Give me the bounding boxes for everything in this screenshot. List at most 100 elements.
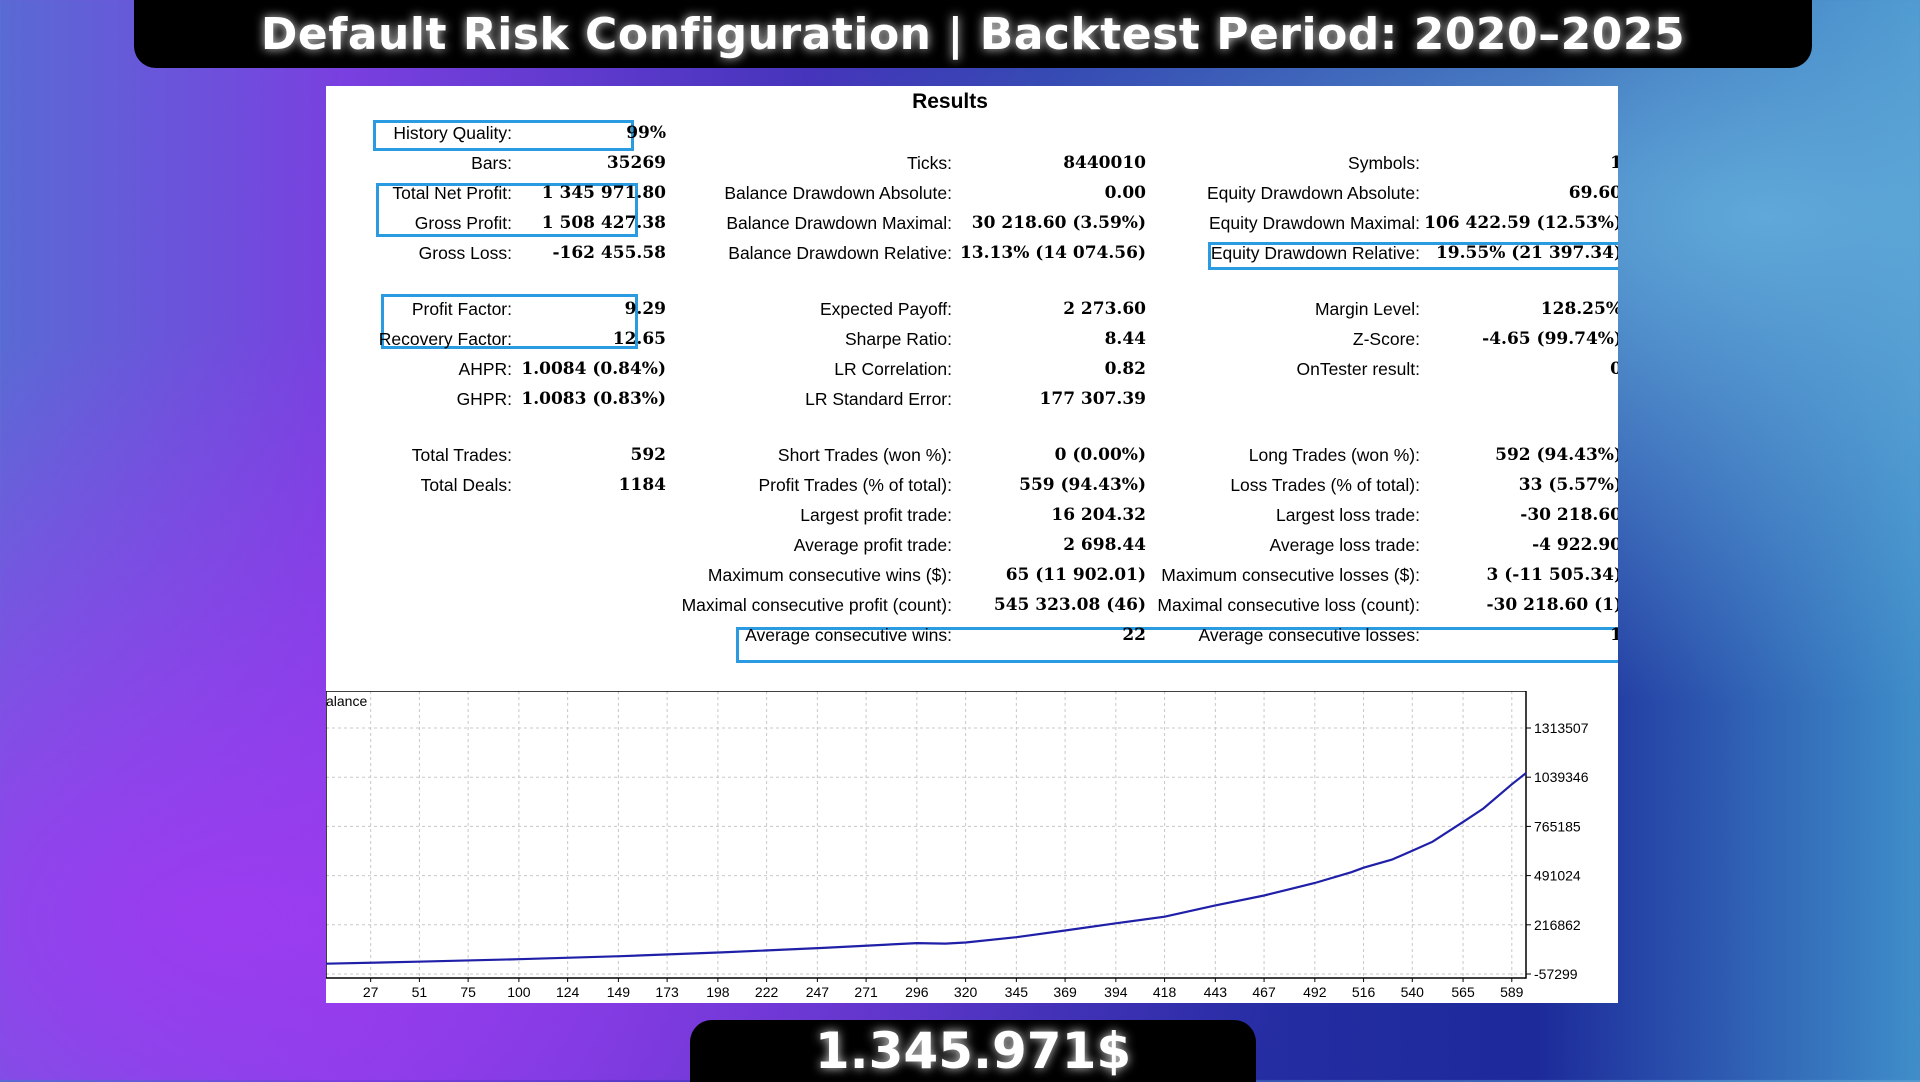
x-tick-label: 247 xyxy=(806,984,830,1000)
col1-label-0: History Quality: xyxy=(393,123,512,143)
col3-value-5: -4.65 (99.74%) xyxy=(1482,329,1618,349)
chart-legend-label: alance xyxy=(326,693,367,709)
x-tick-label: 198 xyxy=(706,984,730,1000)
col2-label-13: Maximal consecutive profit (count): xyxy=(681,595,952,615)
col1-value-4: -162 455.58 xyxy=(552,243,666,263)
col3-value-9: -30 218.60 xyxy=(1520,505,1618,525)
balance-series-line xyxy=(326,772,1527,965)
banner-title: Default Risk Configuration | Backtest Pe… xyxy=(260,8,1686,60)
x-tick-label: 271 xyxy=(854,984,878,1000)
col2-value-7: 177 307.39 xyxy=(1039,389,1146,409)
col2-value-11: 2 698.44 xyxy=(1063,535,1146,555)
x-tick-label: 222 xyxy=(755,984,779,1000)
y-tick-label: -57299 xyxy=(1534,966,1578,982)
col1-value-2: 1 345 971.80 xyxy=(541,183,666,203)
col1-value-1: 35269 xyxy=(606,153,666,173)
x-tick-label: 100 xyxy=(507,984,531,1000)
col1-value-3: 1 508 427.38 xyxy=(541,213,666,233)
col2-label-5: Sharpe Ratio: xyxy=(844,329,952,349)
col1-value-7: 1.0084 (0.84%) xyxy=(521,359,666,379)
col2-label-9: Profit Trades (% of total): xyxy=(758,475,952,495)
col3-label-2: Equity Drawdown Maximal: xyxy=(1208,213,1420,233)
results-title: Results xyxy=(912,90,988,113)
col2-label-3: Balance Drawdown Relative: xyxy=(728,243,952,263)
x-tick-label: 27 xyxy=(363,984,379,1000)
col1-value-6: 12.65 xyxy=(612,329,666,349)
plot-frame xyxy=(326,691,1527,979)
col2-value-0: 8440010 xyxy=(1063,153,1146,173)
col3-value-6: 0 xyxy=(1610,359,1618,379)
col1-label-1: Bars: xyxy=(471,153,512,173)
col1-label-2: Total Net Profit: xyxy=(392,183,512,203)
col2-value-10: 16 204.32 xyxy=(1051,505,1146,525)
col2-value-1: 0.00 xyxy=(1104,183,1146,203)
col3-value-2: 106 422.59 (12.53%) xyxy=(1424,213,1618,233)
col1-label-8: GHPR: xyxy=(456,389,512,409)
col3-value-11: 3 (-11 505.34) xyxy=(1486,565,1618,585)
x-tick-label: 75 xyxy=(460,984,476,1000)
x-tick-label: 124 xyxy=(556,984,580,1000)
y-tick-label: 1313507 xyxy=(1534,720,1589,736)
col2-label-10: Largest profit trade: xyxy=(800,505,952,525)
col2-label-14: Average consecutive wins: xyxy=(745,625,952,645)
col3-value-10: -4 922.90 xyxy=(1532,535,1618,555)
y-axis-labels: 1313507 1039346 765185 491024 216862 -57299 xyxy=(1526,720,1589,982)
x-tick-label: 320 xyxy=(954,984,978,1000)
col3-label-7: Long Trades (won %): xyxy=(1248,445,1420,465)
col2-value-3: 13.13% (14 074.56) xyxy=(959,243,1146,263)
col3-label-0: Symbols: xyxy=(1348,153,1420,173)
col3-label-8: Loss Trades (% of total): xyxy=(1230,475,1420,495)
y-tick-label: 491024 xyxy=(1534,868,1581,884)
col2-label-8: Short Trades (won %): xyxy=(777,445,952,465)
col2-label-4: Expected Payoff: xyxy=(820,299,952,319)
col3-label-6: OnTester result: xyxy=(1296,359,1420,379)
col1-value-9: 592 xyxy=(630,445,667,465)
col3-label-3: Equity Drawdown Relative: xyxy=(1210,243,1420,263)
x-tick-label: 173 xyxy=(655,984,679,1000)
x-tick-label: 369 xyxy=(1053,984,1077,1000)
x-tick-label: 467 xyxy=(1252,984,1276,1000)
col3-value-8: 33 (5.57%) xyxy=(1518,475,1618,495)
col1-label-9: Total Trades: xyxy=(411,445,512,465)
col3-label-10: Average loss trade: xyxy=(1269,535,1420,555)
y-tick-label: 216862 xyxy=(1534,917,1581,933)
col3-label-9: Largest loss trade: xyxy=(1276,505,1420,525)
col3-label-13: Average consecutive losses: xyxy=(1198,625,1420,645)
x-tick-label: 589 xyxy=(1500,984,1524,1000)
col1-label-6: Recovery Factor: xyxy=(378,329,512,349)
x-tick-label: 540 xyxy=(1401,984,1425,1000)
col2-value-2: 30 218.60 (3.59%) xyxy=(971,213,1146,233)
chart-grid xyxy=(326,691,1526,978)
profit-banner: 1.345.971$ xyxy=(690,1020,1256,1082)
col2-value-5: 8.44 xyxy=(1104,329,1146,349)
x-tick-label: 345 xyxy=(1005,984,1029,1000)
col2-label-0: Ticks: xyxy=(906,153,952,173)
col1-label-7: AHPR: xyxy=(458,359,512,379)
x-tick-label: 516 xyxy=(1352,984,1376,1000)
x-tick-label: 51 xyxy=(412,984,428,1000)
x-tick-label: 296 xyxy=(905,984,929,1000)
col1-label-3: Gross Profit: xyxy=(414,213,512,233)
highlight-equity-dd-relative xyxy=(1208,242,1618,270)
col3-value-12: -30 218.60 (1) xyxy=(1486,595,1618,615)
highlight-history-quality xyxy=(373,120,634,151)
col3-value-3: 19.55% (21 397.34) xyxy=(1435,243,1618,263)
col2-label-7: LR Standard Error: xyxy=(805,389,952,409)
col2-value-12: 65 (11 902.01) xyxy=(1005,565,1146,585)
col2-label-6: LR Correlation: xyxy=(834,359,952,379)
col3-value-13: 1 xyxy=(1610,625,1618,645)
highlight-consecutive xyxy=(736,627,1618,663)
balance-chart: alance 1313507 1039346 765185 491024 216862 -… xyxy=(326,691,1589,1000)
col3-label-1: Equity Drawdown Absolute: xyxy=(1206,183,1420,203)
col1-value-5: 9.29 xyxy=(624,299,666,319)
net-profit-amount: 1.345.971$ xyxy=(814,1022,1132,1080)
results-panel: Results History Quality: 99% Bars: 35269 Tot… xyxy=(326,86,1618,1003)
col3-value-7: 592 (94.43%) xyxy=(1495,445,1618,465)
highlight-factors xyxy=(381,294,638,349)
col2-value-4: 2 273.60 xyxy=(1063,299,1146,319)
x-tick-label: 394 xyxy=(1104,984,1128,1000)
col1-value-10: 1184 xyxy=(618,475,666,495)
y-tick-label: 1039346 xyxy=(1534,769,1589,785)
col1-value-8: 1.0083 (0.83%) xyxy=(521,389,666,409)
col2-value-14: 22 xyxy=(1122,625,1146,645)
